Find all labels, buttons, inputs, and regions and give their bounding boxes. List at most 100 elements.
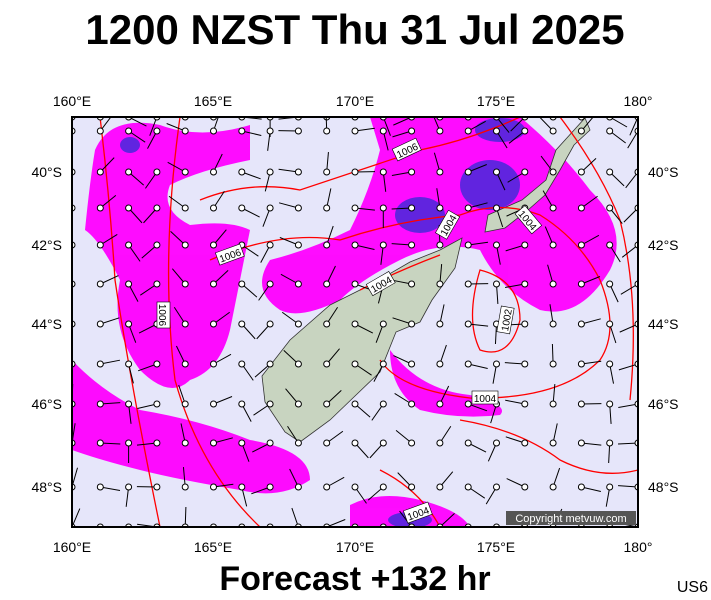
wind-barb (581, 526, 583, 527)
station (294, 439, 302, 447)
latitude-label: 40°S (31, 164, 62, 180)
station (294, 280, 302, 288)
station (96, 320, 104, 328)
station (521, 483, 529, 491)
wind-barb (552, 117, 554, 118)
station (210, 241, 217, 249)
station (493, 483, 500, 491)
station (181, 483, 189, 491)
station (379, 241, 387, 249)
station (323, 360, 331, 368)
station (577, 204, 585, 212)
isobar-label-box (403, 501, 433, 524)
station (238, 204, 246, 212)
wind-barb (326, 117, 327, 118)
station (238, 127, 246, 135)
station (464, 400, 472, 408)
isobar-label: 1002 (500, 308, 515, 332)
station (549, 483, 557, 491)
station (436, 360, 444, 368)
station (379, 127, 387, 135)
station (606, 204, 614, 212)
station (577, 400, 585, 408)
longitude-label: 170°E (336, 93, 374, 109)
station (379, 483, 387, 491)
station (323, 280, 331, 288)
station (606, 241, 614, 249)
station (493, 280, 500, 288)
station (238, 168, 246, 176)
station (351, 439, 359, 447)
station (464, 320, 472, 328)
station (323, 204, 331, 212)
station (153, 483, 161, 491)
station (125, 241, 133, 249)
station (351, 360, 359, 368)
station (606, 280, 614, 288)
station (408, 280, 416, 288)
station (464, 168, 472, 176)
station (210, 320, 217, 328)
station (294, 241, 302, 249)
station (493, 439, 500, 447)
longitude-label: 180° (624, 93, 653, 109)
station (351, 320, 359, 328)
station (323, 168, 331, 176)
wind-barb (72, 207, 73, 208)
station (577, 483, 585, 491)
station (408, 360, 416, 368)
station (153, 400, 161, 408)
land (261, 117, 591, 443)
station (323, 400, 331, 408)
station (210, 204, 217, 212)
wind-barb (382, 526, 384, 527)
isobar-label-box (156, 301, 171, 329)
station (606, 439, 614, 447)
station (153, 280, 161, 288)
wind-barb (100, 117, 101, 118)
wind-barb (72, 243, 73, 245)
latitude-label: 40°S (648, 164, 679, 180)
station (153, 241, 161, 249)
station (266, 439, 274, 447)
wind-barb (241, 526, 243, 527)
station (210, 400, 217, 408)
station (408, 241, 416, 249)
station (96, 204, 104, 212)
latitude-label: 46°S (31, 396, 62, 412)
station (181, 400, 189, 408)
station (294, 483, 302, 491)
station (606, 483, 614, 491)
station (379, 360, 387, 368)
station (238, 320, 246, 328)
station (351, 241, 359, 249)
station (323, 241, 331, 249)
station (351, 400, 359, 408)
station (606, 168, 614, 176)
station (266, 360, 274, 368)
station (493, 204, 500, 212)
station (96, 400, 104, 408)
station (521, 400, 529, 408)
station (96, 439, 104, 447)
isobar-label: 1006 (156, 304, 167, 327)
longitude-label: 160°E (53, 93, 91, 109)
latitude-label: 44°S (31, 316, 62, 332)
station (408, 168, 416, 176)
station (464, 280, 472, 288)
longitude-label: 175°E (477, 93, 515, 109)
station (125, 439, 133, 447)
station (210, 360, 217, 368)
station (238, 439, 246, 447)
station (464, 439, 472, 447)
station (125, 400, 133, 408)
longitude-label: 165°E (194, 93, 232, 109)
wind-barb (72, 130, 73, 131)
station (379, 439, 387, 447)
station (125, 127, 133, 135)
latitude-label: 44°S (648, 316, 679, 332)
station (379, 204, 387, 212)
station (577, 320, 585, 328)
station (521, 320, 529, 328)
